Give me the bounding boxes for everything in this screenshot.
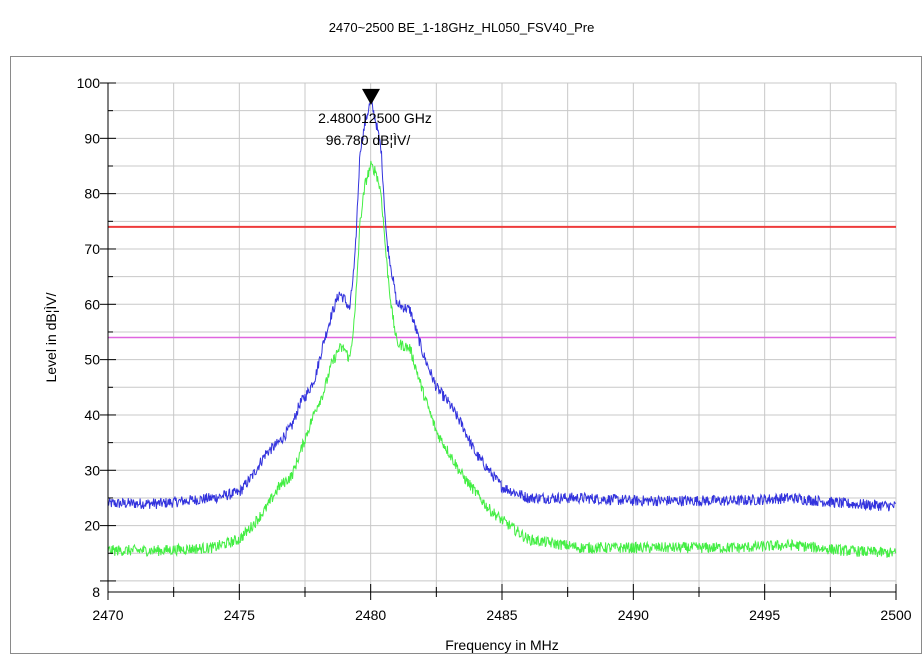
x-tick-label: 2495 — [749, 607, 780, 623]
x-tick-label: 2470 — [92, 607, 123, 623]
series-line — [107, 160, 897, 558]
x-tick-label: 2490 — [618, 607, 649, 623]
series-group — [107, 98, 897, 558]
marker-level-label: 96.780 dB¦ÌV/ — [326, 132, 411, 148]
y-tick-label: 50 — [84, 352, 100, 368]
y-tick-label: 90 — [84, 130, 100, 146]
y-tick-label: 80 — [84, 186, 100, 202]
y-tick-label: 60 — [84, 296, 100, 312]
chart-title: 2470~2500 BE_1-18GHz_HL050_FSV40_Pre — [328, 20, 595, 35]
y-tick-label: 20 — [84, 518, 100, 534]
marker-triangle — [361, 88, 380, 105]
x-axis-title: Frequency in MHz — [445, 637, 559, 653]
series-line — [107, 98, 896, 512]
marker-frequency-label: 2.480012500 GHz — [318, 110, 432, 126]
y-tick-label: 30 — [84, 462, 100, 478]
y-tick-label: 8 — [92, 584, 100, 600]
limit-lines — [108, 225, 896, 339]
marker-group: 2.480012500 GHz 96.780 dB¦ÌV/ — [318, 88, 432, 148]
x-tick-label: 2480 — [355, 607, 386, 623]
x-tick-label: 2500 — [880, 607, 911, 623]
x-tick-label: 2475 — [224, 607, 255, 623]
y-tick-label: 100 — [77, 75, 101, 91]
axes: 8 20 30 40 50 60 70 80 90 100 2470 2475 2480 2485 2490… — [77, 75, 912, 623]
chart-frame — [10, 56, 922, 654]
x-tick-label: 2485 — [486, 607, 517, 623]
y-axis-title: Level in dB¦ÌV/ — [43, 292, 59, 382]
y-tick-label: 40 — [84, 407, 100, 423]
y-tick-label: 70 — [84, 241, 100, 257]
